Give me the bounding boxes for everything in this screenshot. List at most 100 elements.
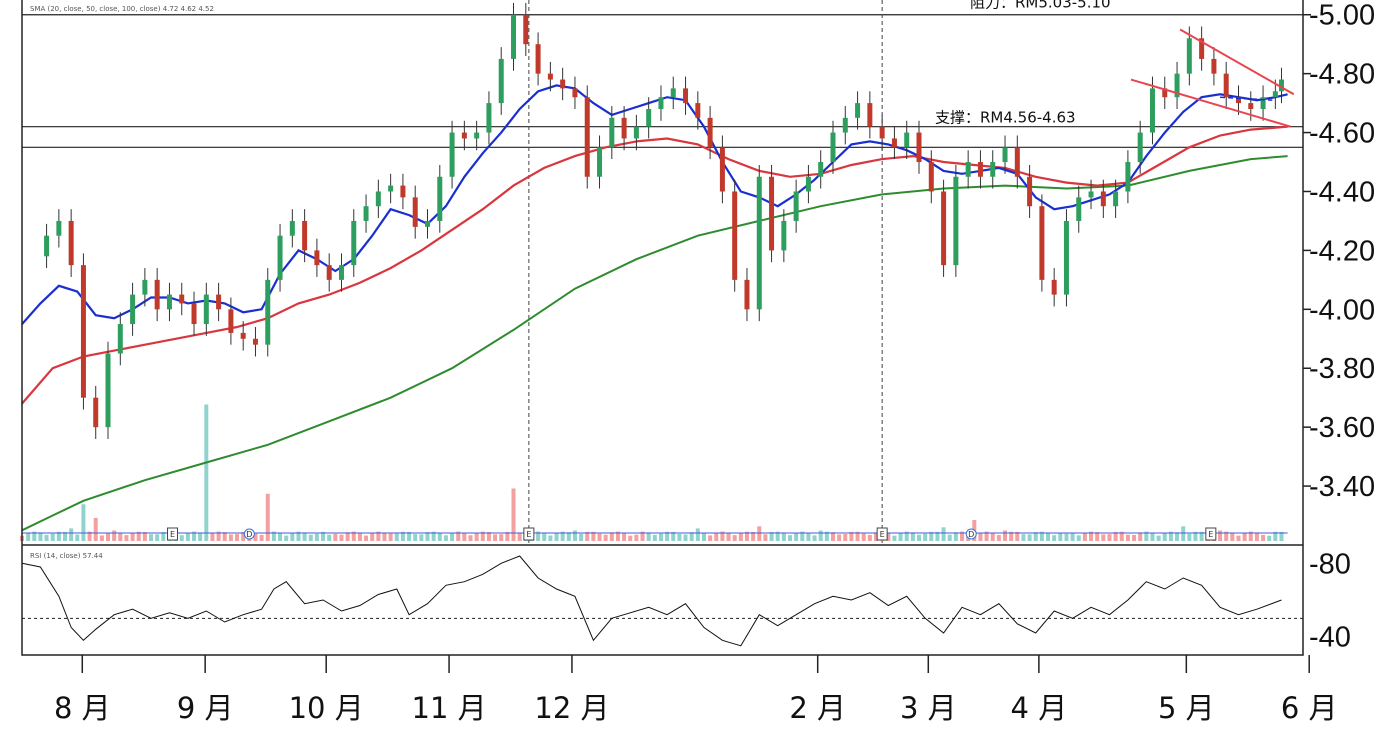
volume-bar xyxy=(99,535,104,541)
volume-bar xyxy=(364,535,369,541)
volume-bar xyxy=(241,531,246,541)
rsi-tick-label: -40 xyxy=(1309,622,1351,654)
reference-lines xyxy=(22,0,1303,619)
volume-bar xyxy=(32,531,37,541)
volume-bar xyxy=(511,488,516,541)
candle-body xyxy=(683,88,689,104)
candle-body xyxy=(658,97,664,109)
volume-bar xyxy=(830,532,835,541)
volume-bar xyxy=(1009,531,1014,541)
volume-bar xyxy=(923,533,928,541)
volume-bar xyxy=(1021,534,1026,541)
volume-bar xyxy=(794,532,799,541)
price-tick-label: -4.00 xyxy=(1309,294,1375,326)
volume-bar xyxy=(837,534,842,541)
volume-bar xyxy=(658,533,663,541)
volume-bar xyxy=(677,533,682,541)
sma-mid-line xyxy=(21,125,1288,405)
volume-bar xyxy=(1236,535,1241,541)
volume-bar xyxy=(44,534,49,541)
volume-bar xyxy=(763,534,768,541)
candle-body xyxy=(744,279,750,310)
candle-body xyxy=(572,88,578,98)
volume-bar xyxy=(198,532,203,541)
price-tick-label: -4.80 xyxy=(1309,59,1375,91)
candle-body xyxy=(621,117,627,139)
rsi-panel xyxy=(21,555,1282,647)
earnings-marker xyxy=(523,527,535,541)
volume-bar xyxy=(1162,533,1167,541)
volume-bar xyxy=(1230,533,1235,541)
candle-body xyxy=(252,338,258,345)
volume-bar xyxy=(689,532,694,541)
plot-frame xyxy=(21,0,1304,656)
volume-bar xyxy=(1242,532,1247,541)
candle-body xyxy=(990,162,996,177)
candle-body xyxy=(498,58,504,104)
candle-body xyxy=(179,294,185,304)
candle-body xyxy=(953,176,959,266)
volume-bar xyxy=(290,533,295,541)
x-tick-label: 9 月 xyxy=(177,691,234,725)
volume-bar xyxy=(1273,531,1278,541)
volume-bar xyxy=(1064,533,1069,541)
volume-bar xyxy=(579,533,584,541)
volume-bar xyxy=(1039,531,1044,541)
volume-bar xyxy=(26,532,31,541)
volume-bar xyxy=(947,534,952,541)
volume-bar xyxy=(357,533,362,541)
event-label: E xyxy=(1208,530,1213,539)
volume-bar xyxy=(665,531,670,541)
volume-bar xyxy=(615,531,620,541)
volume-bar xyxy=(640,531,645,541)
x-tick-label: 5 月 xyxy=(1158,691,1215,725)
volume-bar xyxy=(554,533,559,541)
candle-body xyxy=(756,176,762,310)
volume-bar xyxy=(204,404,209,541)
candle-body xyxy=(437,176,443,221)
volume-bar xyxy=(179,535,184,541)
volume-bar xyxy=(376,531,381,541)
legend-rsi: RSI (14, close) 57.44 xyxy=(30,552,103,560)
candle-body xyxy=(904,132,910,148)
volume-bar xyxy=(216,531,221,541)
volume-bar xyxy=(536,531,541,541)
volume-bar xyxy=(118,532,123,541)
candle-body xyxy=(93,397,99,428)
volume-bar xyxy=(708,535,713,541)
volume-bar xyxy=(867,534,872,541)
dividend-marker xyxy=(243,528,255,540)
volume-bar xyxy=(904,531,909,541)
legend-sma: SMA (20, close, 50, close, 100, close) 4… xyxy=(30,5,214,13)
candle-body xyxy=(363,206,369,221)
candle-body xyxy=(1278,79,1284,92)
volume-bar xyxy=(935,531,940,541)
candle-body xyxy=(228,309,234,333)
volume-bar xyxy=(978,532,983,541)
volume-bar xyxy=(431,531,436,541)
x-tick-label: 12 月 xyxy=(534,691,609,725)
candle-body xyxy=(732,191,738,280)
candle-body xyxy=(105,353,111,428)
candle-body xyxy=(1076,197,1082,221)
candle-body xyxy=(584,97,590,177)
volume-bar xyxy=(1046,533,1051,541)
volume-bar xyxy=(1095,532,1100,541)
volume-bar xyxy=(769,532,774,541)
volume-bar xyxy=(1254,532,1259,541)
candle-body xyxy=(609,117,615,148)
volume-bar xyxy=(407,531,412,541)
candle-body xyxy=(166,294,172,310)
volume-bar xyxy=(87,531,92,541)
volume-bar xyxy=(370,532,375,541)
volume-bar xyxy=(1132,534,1137,541)
volume-bar xyxy=(910,532,915,541)
volume-bar xyxy=(597,533,602,541)
volume-bar xyxy=(1144,531,1149,541)
candle-body xyxy=(80,265,86,398)
candle-body xyxy=(941,191,947,266)
volume-bar xyxy=(1076,535,1081,541)
volume-bar xyxy=(1113,531,1118,541)
volume-bar xyxy=(437,533,442,541)
candle-body xyxy=(265,279,271,345)
